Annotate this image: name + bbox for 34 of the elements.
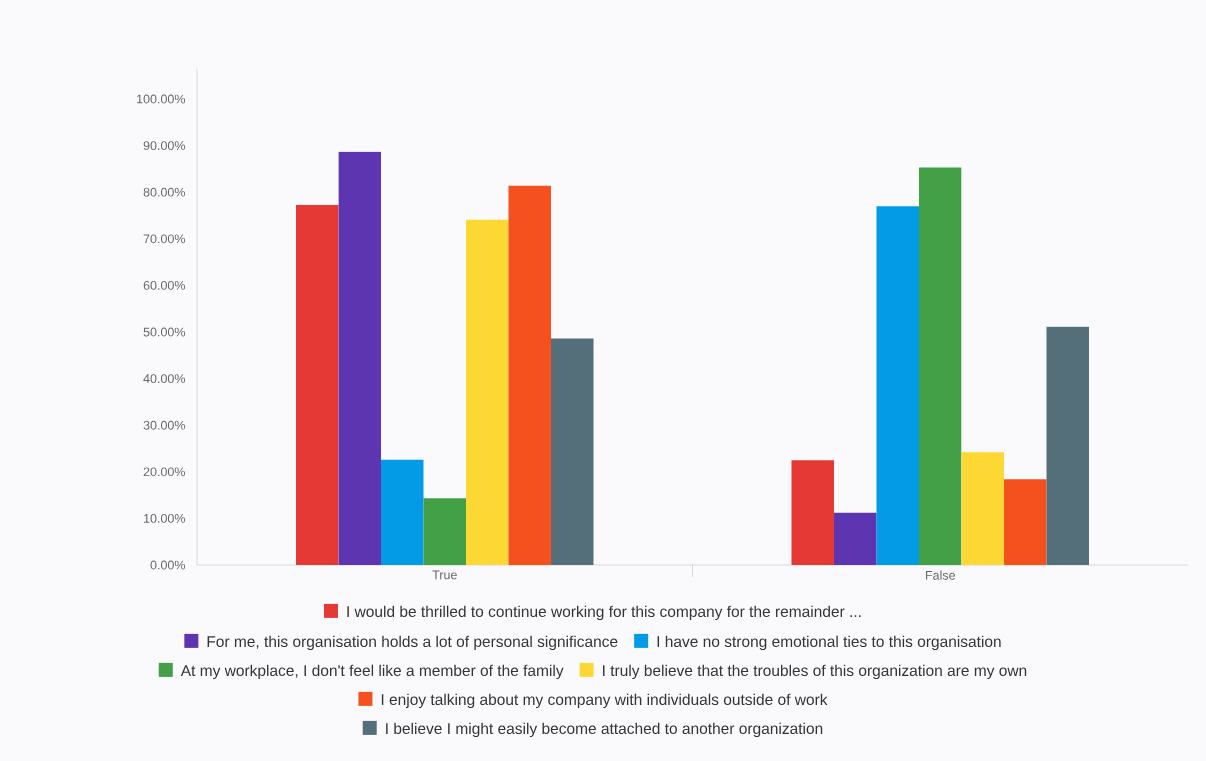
y-tick-label: 10.00% bbox=[144, 513, 186, 523]
bar bbox=[338, 151, 382, 565]
bar bbox=[919, 167, 962, 565]
y-tick-label: 60.00% bbox=[143, 280, 186, 290]
legend-label: I would be thrilled to continue working for this company for the remainder ... bbox=[347, 605, 861, 621]
bar bbox=[876, 206, 920, 565]
bar bbox=[296, 204, 339, 565]
legend-label: For me, this organisation holds a lot of personal significance bbox=[207, 635, 618, 651]
bar bbox=[423, 498, 467, 565]
bar bbox=[508, 185, 552, 565]
y-tick-label: 0.00% bbox=[150, 560, 186, 570]
x-tick-label: False bbox=[926, 570, 955, 580]
y-tick-label: 40.00% bbox=[143, 374, 186, 384]
bar bbox=[834, 512, 877, 565]
y-tick-label: 70.00% bbox=[143, 234, 186, 244]
legend-label: At my workplace, I don't feel like a member of the family bbox=[180, 664, 564, 680]
legend-label: I have no strong emotional ties to this organisation bbox=[657, 635, 1001, 651]
y-tick-label: 100.00% bbox=[137, 94, 186, 104]
bar bbox=[1046, 326, 1090, 565]
y-tick-label: 90.00% bbox=[143, 141, 186, 151]
bar bbox=[791, 460, 835, 565]
y-tick-label: 80.00% bbox=[143, 187, 186, 197]
bar bbox=[1004, 479, 1047, 565]
x-tick-label: True bbox=[432, 570, 457, 580]
bar bbox=[466, 219, 509, 565]
legend-label: I truly believe that the troubles of this organization are my own bbox=[603, 664, 1027, 680]
y-tick-label: 20.00% bbox=[143, 467, 186, 477]
y-tick-label: 50.00% bbox=[143, 327, 186, 337]
bar bbox=[961, 452, 1005, 565]
bar bbox=[381, 459, 424, 565]
legend-label: I believe I might easily become attached to another organization bbox=[386, 722, 823, 738]
bar bbox=[551, 338, 594, 565]
y-tick-label: 30.00% bbox=[143, 420, 186, 430]
legend-label: I enjoy talking about my company with individuals outside of work bbox=[381, 693, 828, 709]
